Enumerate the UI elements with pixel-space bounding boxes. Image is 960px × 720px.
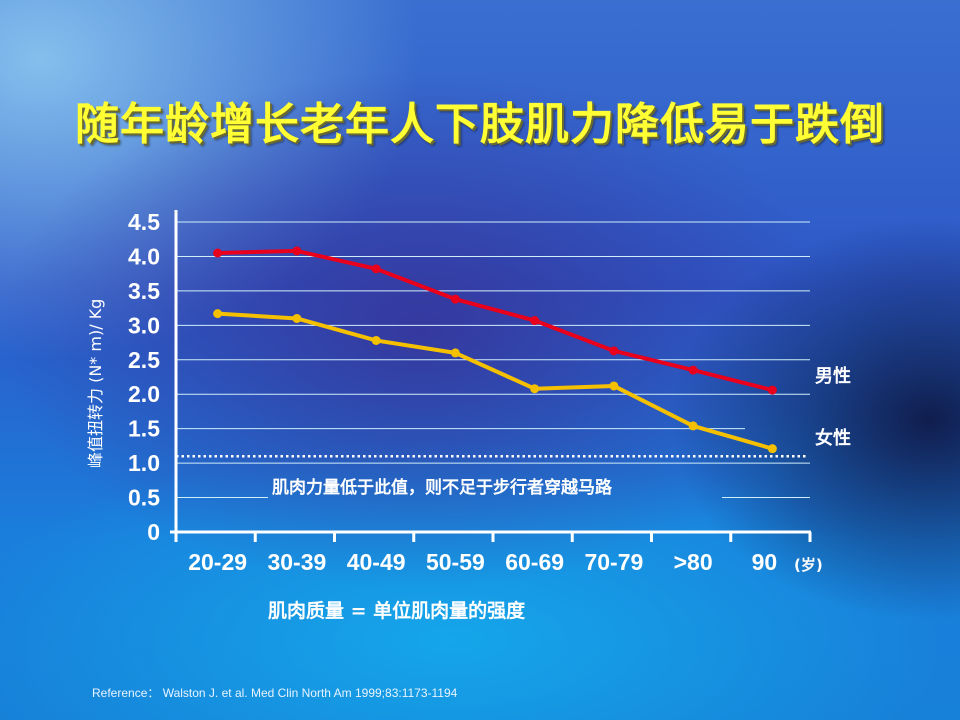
y-tick-label: 4.0 xyxy=(128,243,160,269)
series-line-female xyxy=(217,311,773,451)
data-point xyxy=(450,294,460,304)
data-point xyxy=(530,316,540,326)
data-point xyxy=(530,384,540,394)
y-tick-label: 2.5 xyxy=(128,347,160,373)
reference-text: Reference： Walston J. et al. Med Clin No… xyxy=(92,686,458,700)
data-point xyxy=(609,381,619,391)
x-tick-label: 70-79 xyxy=(584,549,643,575)
y-tick-label: 3.5 xyxy=(128,278,160,304)
x-tick-label: 50-59 xyxy=(426,549,485,575)
data-point xyxy=(767,444,777,454)
legend-male: 男性 xyxy=(815,365,851,387)
x-axis-label: 肌肉质量 = 单位肌肉量的强度 xyxy=(268,600,526,622)
data-point xyxy=(371,335,381,345)
y-tick-label: 2.0 xyxy=(128,381,160,407)
data-point xyxy=(450,348,460,358)
series-line-male xyxy=(217,248,773,393)
data-point xyxy=(767,385,777,395)
data-point xyxy=(292,246,302,256)
x-tick-label: 30-39 xyxy=(267,549,326,575)
y-tick-label: 0.5 xyxy=(128,485,160,511)
y-tick-label: 3.0 xyxy=(128,312,160,338)
x-tick-label: 20-29 xyxy=(188,549,247,575)
y-tick-label: 1.0 xyxy=(128,450,160,476)
data-point xyxy=(688,421,698,431)
y-tick-label: 1.5 xyxy=(128,416,160,442)
legend-female: 女性 xyxy=(815,427,851,449)
data-point xyxy=(688,365,698,375)
data-point xyxy=(213,309,223,319)
x-tick-label: 90 xyxy=(752,549,778,575)
x-tick-label: 40-49 xyxy=(347,549,406,575)
data-point xyxy=(371,264,381,274)
x-tick-label: >80 xyxy=(674,549,713,575)
threshold-label: 肌肉力量低于此值，则不足于步行者穿越马路 xyxy=(272,477,613,498)
data-point xyxy=(292,313,302,323)
y-tick-label: 0 xyxy=(147,519,160,545)
data-point xyxy=(213,248,223,258)
data-point xyxy=(609,346,619,356)
x-axis-unit: (岁) xyxy=(794,556,823,574)
y-tick-label: 4.5 xyxy=(128,209,160,235)
y-axis-label: 峰值扭转力 (N* m)/ Kg xyxy=(86,299,105,468)
x-tick-label: 60-69 xyxy=(505,549,564,575)
slide-title: 随年龄增长老年人下肢肌力降低易于跌倒 xyxy=(75,99,885,150)
